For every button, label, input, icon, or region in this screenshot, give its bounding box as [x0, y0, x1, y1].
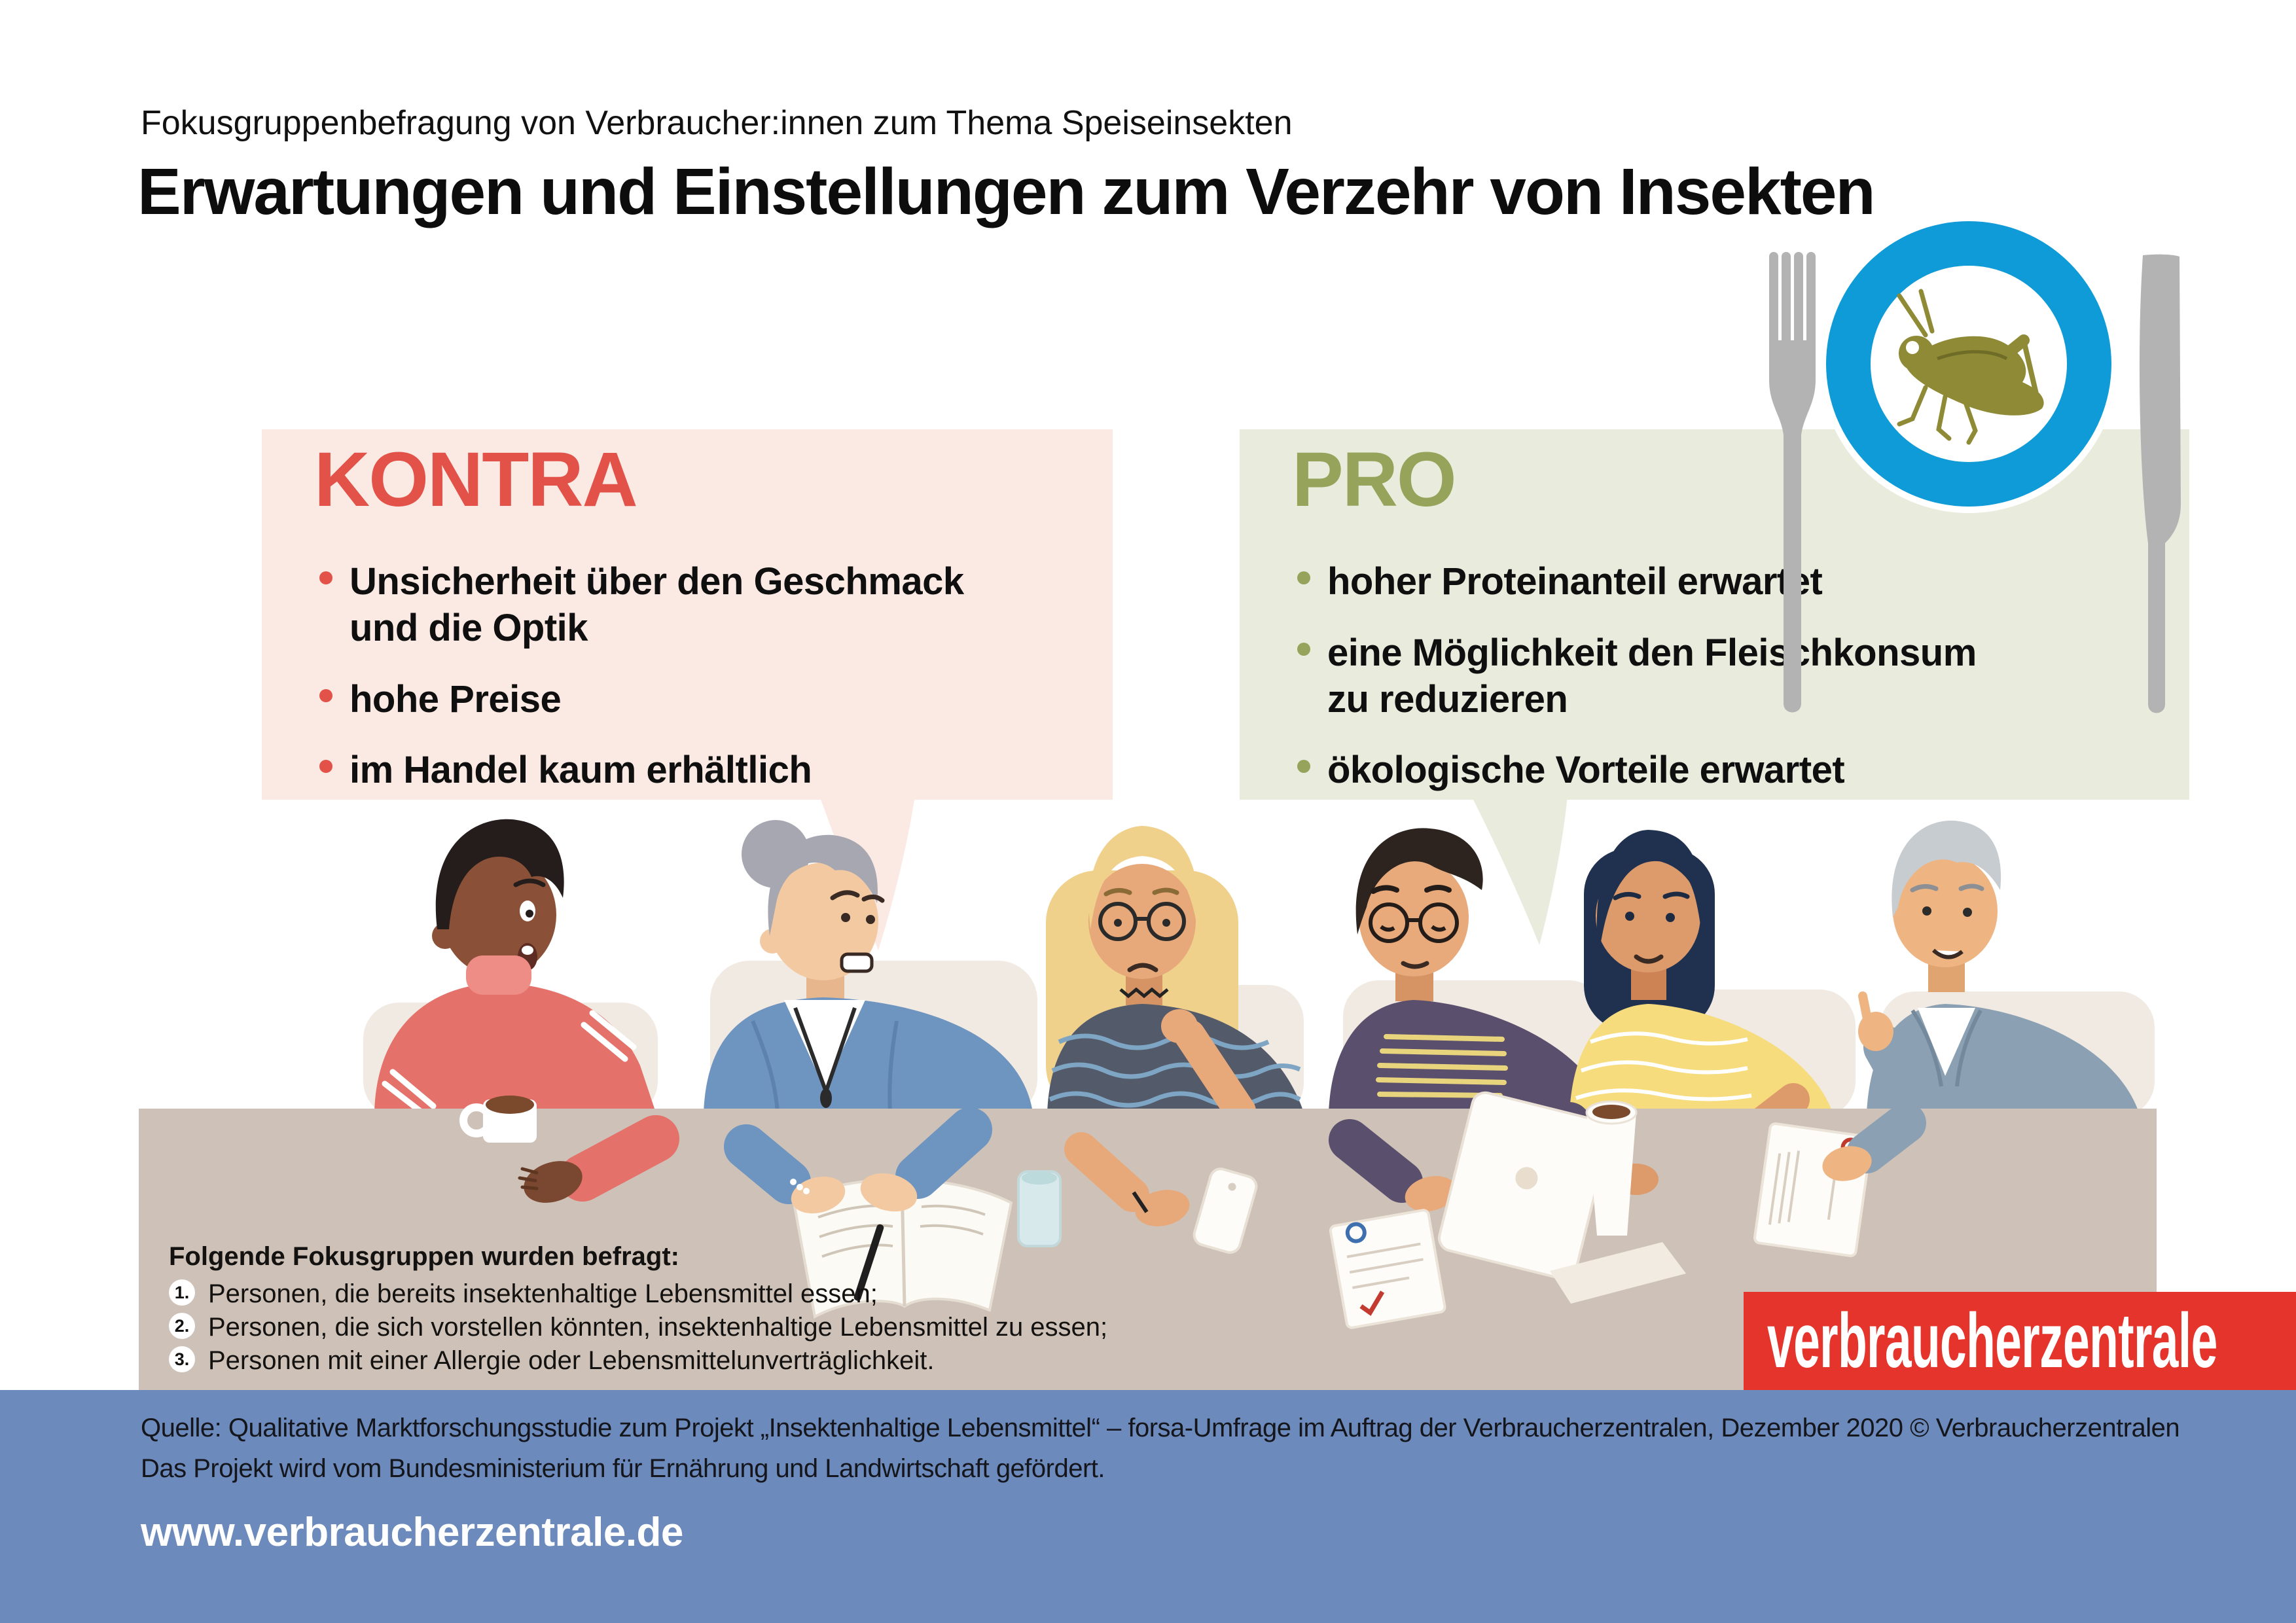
focus-groups-block: Folgende Fokusgruppen wurden befragt: 1.…: [169, 1242, 1107, 1380]
bullet-dot-icon: [319, 760, 332, 774]
focus-group-item-1: 1. Personen, die bereits insektenhaltige…: [169, 1279, 1107, 1307]
source-line-2: Das Projekt wird vom Bundesministerium f…: [141, 1454, 1105, 1483]
kontra-box: KONTRA Unsicherheit über den Geschmack u…: [262, 429, 1113, 800]
focus-group-item-2: 2. Personen, die sich vorstellen könnten…: [169, 1313, 1107, 1340]
bullet-dot-icon: [1297, 642, 1310, 656]
person-5: [1570, 830, 1833, 1186]
kontra-bullets: Unsicherheit über den Geschmack und die …: [319, 559, 964, 794]
bullet-dot-icon: [319, 688, 332, 702]
website-link[interactable]: www.verbraucherzentrale.de: [141, 1510, 683, 1555]
pro-bullet-1: hoher Proteinanteil erwartet: [1297, 559, 1977, 605]
focus-group-item-3: 3. Personen mit einer Allergie oder Lebe…: [169, 1346, 1107, 1374]
source-line-1: Quelle: Qualitative Marktforschungsstudi…: [141, 1414, 2180, 1442]
footer-band: [0, 1390, 2296, 1623]
pro-bullets: hoher Proteinanteil erwartet eine Möglic…: [1297, 559, 1977, 794]
focus-groups-heading: Folgende Fokusgruppen wurden befragt:: [169, 1242, 679, 1271]
verbraucherzentrale-logo: verbraucherzentrale: [1744, 1292, 2296, 1390]
kontra-bullet-2: hohe Preise: [319, 677, 964, 723]
kontra-heading: KONTRA: [314, 437, 638, 523]
number-badge: 2.: [169, 1313, 195, 1339]
pro-bullet-3: ökologische Vorteile erwartet: [1297, 747, 1977, 794]
pro-heading: PRO: [1292, 437, 1457, 523]
pro-box: PRO hoher Proteinanteil erwartet eine Mö…: [1240, 429, 2189, 800]
person-6: [1858, 820, 2139, 1133]
bullet-dot-icon: [1297, 760, 1310, 774]
person-3: [1046, 826, 1304, 1127]
kontra-bullet-3: im Handel kaum erhältlich: [319, 747, 964, 794]
kontra-bullet-1: Unsicherheit über den Geschmack und die …: [319, 559, 964, 652]
person-2: [704, 820, 1033, 1113]
pro-bullet-2: eine Möglichkeit den Fleischkonsum zu re…: [1297, 630, 1977, 723]
subtitle: Fokusgruppenbefragung von Verbraucher:in…: [141, 104, 1293, 142]
page-title: Erwartungen und Einstellungen zum Verzeh…: [137, 155, 1876, 228]
number-badge: 3.: [169, 1346, 195, 1372]
person-4: [1329, 828, 1609, 1113]
chairs: [363, 961, 2155, 1119]
pro-speech-tail: [1471, 796, 1568, 945]
bullet-dot-icon: [1297, 571, 1310, 584]
number-badge: 1.: [169, 1279, 195, 1306]
bullet-dot-icon: [319, 571, 332, 584]
kontra-speech-tail: [819, 796, 915, 950]
person-1: [374, 819, 656, 1116]
grasshopper-icon: [1897, 289, 2044, 445]
